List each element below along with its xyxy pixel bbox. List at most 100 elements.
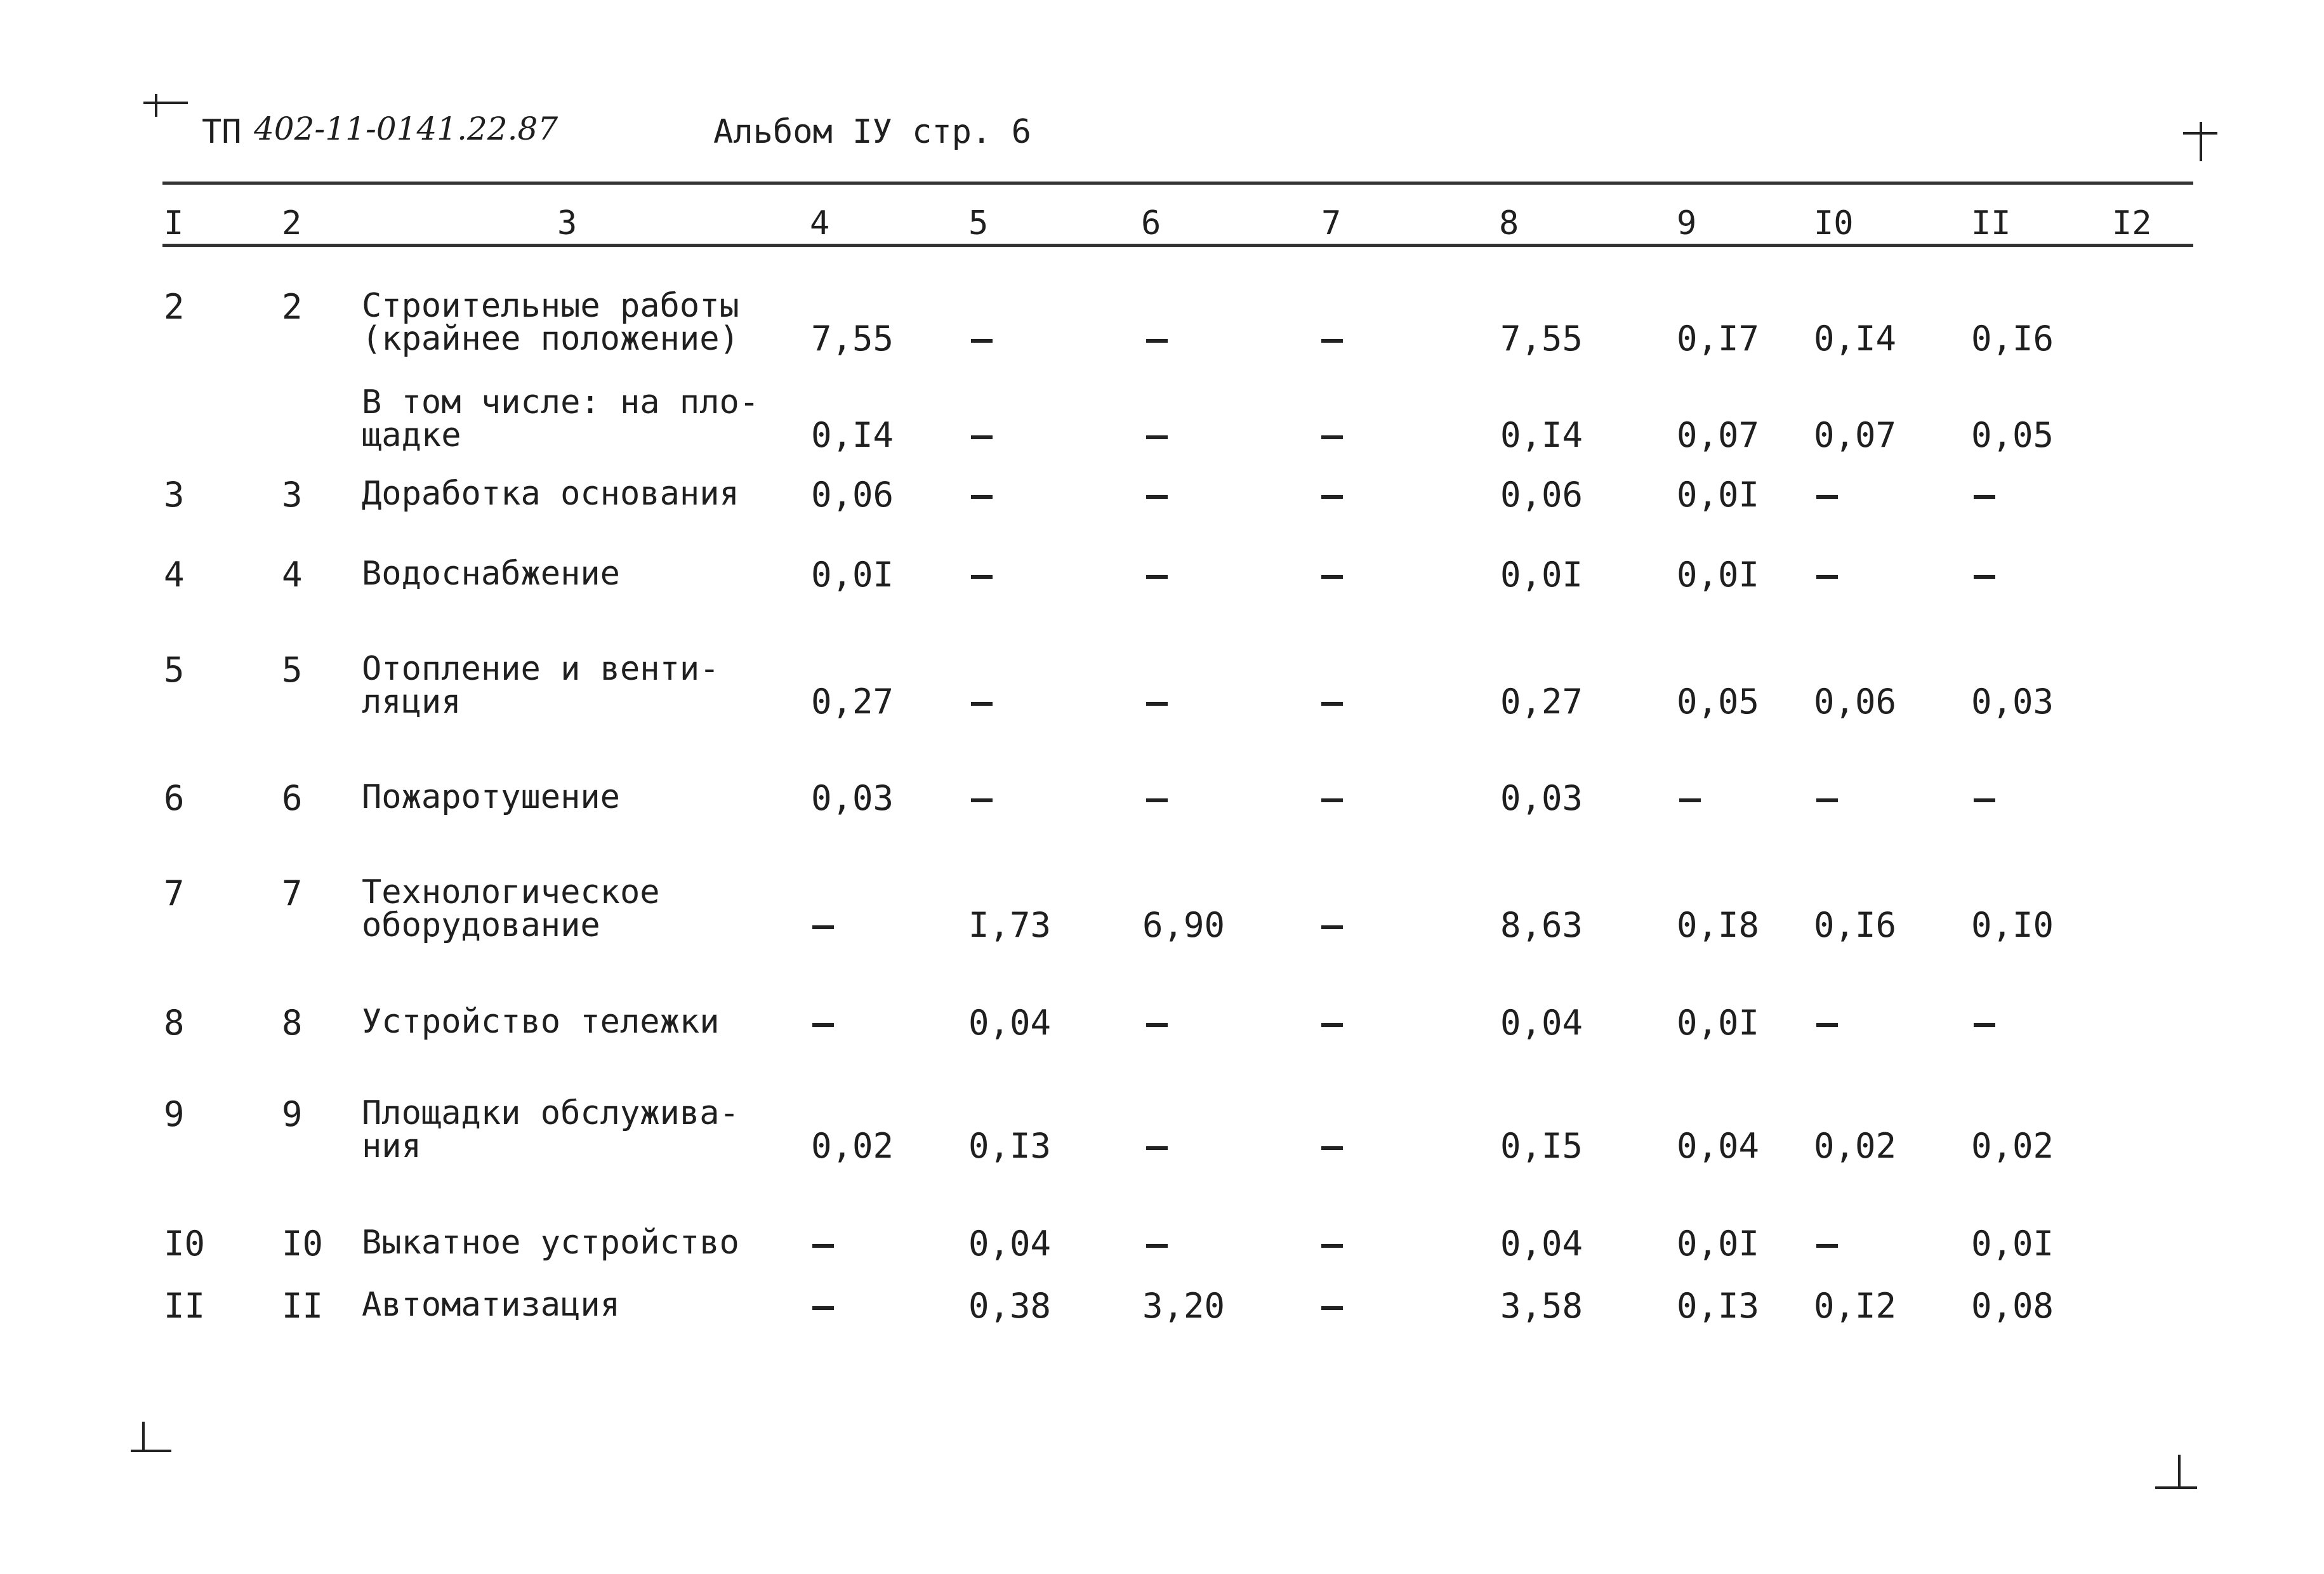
value-col-8: 3,58 bbox=[1500, 1286, 1583, 1326]
value-col-8: 0,03 bbox=[1500, 778, 1583, 818]
value-col-4: 0,27 bbox=[811, 682, 894, 722]
empty-value-dash bbox=[1321, 925, 1343, 930]
value-col-8: 7,55 bbox=[1500, 319, 1583, 359]
value-col-6 bbox=[1146, 778, 1168, 818]
empty-value-dash bbox=[1974, 798, 1995, 803]
value-col-8: 0,27 bbox=[1500, 682, 1583, 722]
value-col-10: 0,I4 bbox=[1814, 319, 1897, 359]
empty-value-dash bbox=[1816, 1023, 1838, 1028]
empty-value-dash bbox=[1816, 1244, 1838, 1248]
value-col-11 bbox=[1974, 778, 1995, 818]
empty-value-dash bbox=[1146, 339, 1168, 343]
value-col-7 bbox=[1321, 475, 1343, 515]
document-prefix: ТП bbox=[202, 113, 242, 151]
value-col-5 bbox=[971, 415, 993, 455]
empty-value-dash bbox=[1816, 495, 1838, 499]
work-description: Устройство тележки bbox=[362, 1003, 720, 1041]
work-description: Отопление и венти- ляция bbox=[362, 650, 720, 721]
value-col-7 bbox=[1321, 1126, 1343, 1166]
value-col-5 bbox=[971, 682, 993, 722]
position-number: 2 bbox=[282, 287, 303, 327]
top-rule bbox=[162, 182, 2193, 185]
column-header: 7 bbox=[1321, 204, 1342, 242]
row-number: 2 bbox=[164, 287, 185, 327]
position-number: 7 bbox=[282, 873, 303, 913]
value-col-4: 0,06 bbox=[811, 475, 894, 515]
value-col-4 bbox=[812, 1286, 834, 1326]
empty-value-dash bbox=[1974, 1023, 1995, 1028]
value-col-8: 8,63 bbox=[1500, 905, 1583, 945]
column-header: I bbox=[164, 204, 184, 242]
value-col-9: 0,0I bbox=[1677, 1224, 1760, 1264]
value-col-6 bbox=[1146, 415, 1168, 455]
value-col-6 bbox=[1146, 1003, 1168, 1043]
value-col-6: 6,90 bbox=[1142, 905, 1225, 945]
value-col-9 bbox=[1679, 778, 1701, 818]
position-number: 5 bbox=[282, 650, 303, 690]
value-col-7 bbox=[1321, 905, 1343, 945]
value-col-7 bbox=[1321, 682, 1343, 722]
empty-value-dash bbox=[812, 1023, 834, 1028]
empty-value-dash bbox=[1321, 1146, 1343, 1151]
value-col-11: 0,05 bbox=[1971, 415, 2054, 455]
value-col-11: 0,I6 bbox=[1971, 319, 2054, 359]
empty-value-dash bbox=[1146, 1244, 1168, 1248]
work-description: Технологическое оборудование bbox=[362, 873, 660, 944]
value-col-10: 0,06 bbox=[1814, 682, 1897, 722]
value-col-5: 0,38 bbox=[968, 1286, 1052, 1326]
value-col-11: 0,I0 bbox=[1971, 905, 2054, 945]
column-header: 5 bbox=[968, 204, 989, 242]
value-col-9: 0,04 bbox=[1677, 1126, 1760, 1166]
empty-value-dash bbox=[1321, 798, 1343, 803]
value-col-5 bbox=[971, 319, 993, 359]
empty-value-dash bbox=[1146, 575, 1168, 579]
value-col-5 bbox=[971, 778, 993, 818]
value-col-4: 0,03 bbox=[811, 778, 894, 818]
value-col-8: 0,0I bbox=[1500, 555, 1583, 595]
work-description: Строительные работы (крайнее положение) bbox=[362, 287, 739, 358]
value-col-4 bbox=[812, 905, 834, 945]
empty-value-dash bbox=[1146, 798, 1168, 803]
value-col-6 bbox=[1146, 1126, 1168, 1166]
value-col-10: 0,I6 bbox=[1814, 905, 1897, 945]
empty-value-dash bbox=[971, 435, 993, 440]
empty-value-dash bbox=[1321, 339, 1343, 343]
empty-value-dash bbox=[971, 702, 993, 706]
value-col-11: 0,08 bbox=[1971, 1286, 2054, 1326]
empty-value-dash bbox=[1816, 798, 1838, 803]
column-header: 2 bbox=[282, 204, 302, 242]
work-description: Пожаротушение bbox=[362, 778, 620, 816]
empty-value-dash bbox=[971, 339, 993, 343]
value-col-5 bbox=[971, 475, 993, 515]
value-col-11 bbox=[1974, 555, 1995, 595]
value-col-6 bbox=[1146, 475, 1168, 515]
work-description: Автоматизация bbox=[362, 1286, 620, 1324]
empty-value-dash bbox=[971, 798, 993, 803]
value-col-9: 0,I8 bbox=[1677, 905, 1760, 945]
row-number: 4 bbox=[164, 555, 185, 595]
position-number: 8 bbox=[282, 1003, 303, 1043]
corner-mark-top-left-v bbox=[155, 94, 157, 117]
value-col-10 bbox=[1816, 475, 1838, 515]
column-header: II bbox=[1971, 204, 2011, 242]
value-col-4 bbox=[812, 1003, 834, 1043]
value-col-4: 0,I4 bbox=[811, 415, 894, 455]
empty-value-dash bbox=[1816, 575, 1838, 579]
value-col-10 bbox=[1816, 778, 1838, 818]
empty-value-dash bbox=[1321, 435, 1343, 440]
value-col-7 bbox=[1321, 1286, 1343, 1326]
empty-value-dash bbox=[1146, 495, 1168, 499]
value-col-8: 0,I5 bbox=[1500, 1126, 1583, 1166]
corner-mark-bottom-right-h bbox=[2155, 1486, 2197, 1489]
value-col-6 bbox=[1146, 319, 1168, 359]
row-number: 6 bbox=[164, 778, 185, 818]
value-col-11: 0,02 bbox=[1971, 1126, 2054, 1166]
value-col-9: 0,I3 bbox=[1677, 1286, 1760, 1326]
empty-value-dash bbox=[1321, 702, 1343, 706]
value-col-10: 0,02 bbox=[1814, 1126, 1897, 1166]
empty-value-dash bbox=[971, 495, 993, 499]
position-number: 4 bbox=[282, 555, 303, 595]
value-col-8: 0,I4 bbox=[1500, 415, 1583, 455]
empty-value-dash bbox=[1321, 575, 1343, 579]
value-col-5 bbox=[971, 555, 993, 595]
